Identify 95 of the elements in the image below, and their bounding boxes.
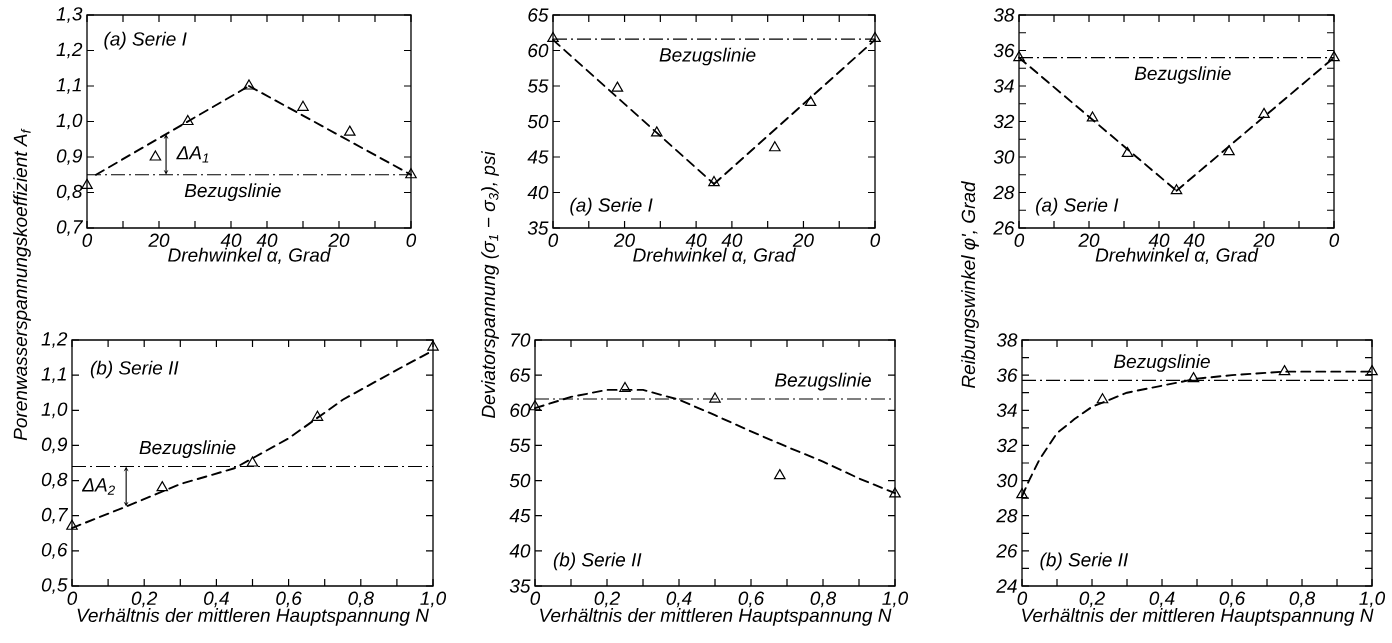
x-tick-label: 0 (1017, 591, 1028, 605)
y-tick-label: 1,1 (56, 78, 81, 94)
x-tick-label: 1,0 (1359, 591, 1386, 608)
x-tick-label: 0 (530, 591, 541, 605)
y-tick-label: 0,5 (41, 578, 68, 594)
y-tick-label: 36 (996, 368, 1018, 382)
y-tick-label: 45 (509, 509, 531, 523)
x-tick-label: 20 (148, 233, 170, 247)
y-tick-label: 35 (509, 579, 531, 593)
x-tick-label: 0,2 (1079, 591, 1105, 608)
text: (b) Serie II (1040, 552, 1128, 571)
y-tick-label: 0,6 (41, 543, 68, 559)
ref-line-label: Bezugslinie (139, 440, 236, 458)
x-axis-title: Drehwinkel α, Grad (633, 247, 796, 265)
y-tick-label: 26 (993, 221, 1015, 235)
y-tick-label: 38 (996, 333, 1018, 347)
y-tick-label: 60 (510, 403, 531, 418)
x-tick-label: 0,2 (594, 591, 620, 608)
legend-label: Bezugslinie (1114, 354, 1210, 372)
x-tick-label: 0,8 (810, 591, 837, 608)
x-tick-label: 20 (1078, 233, 1100, 247)
x-tick-label: 0 (67, 591, 78, 605)
legend-label: Bezugslinie (184, 183, 281, 201)
annotation: ΔA$_{1}$ (176, 146, 209, 163)
y-tick-label: 55 (509, 438, 531, 453)
y-tick-label: 1,1 (41, 367, 66, 383)
x-tick-label: 0,2 (131, 591, 158, 608)
y-tick-label: 1,0 (56, 113, 83, 130)
y-tick-label: 34 (993, 79, 1014, 93)
y-tick-label: 50 (527, 114, 549, 129)
x-tick-label: 0,6 (276, 591, 302, 608)
y-tick-label: 65 (528, 8, 549, 22)
y-tick-label: 45 (527, 150, 549, 164)
y-tick-label: 1,2 (41, 332, 68, 348)
y-tick-label: 0,7 (41, 507, 69, 524)
y-tick-label: 0,8 (56, 184, 83, 201)
y-tick-label: 55 (527, 79, 549, 93)
annotation: ΔA$_{2}$ (81, 478, 115, 495)
x-tick-label: 40 (220, 233, 242, 247)
x-axis-title: Verhältnis der mittleren Hauptspannung N (77, 608, 429, 626)
y-tick-label: 1,2 (56, 42, 83, 59)
text: (a) Serie I (104, 31, 187, 50)
y-tick-label: 1,0 (41, 402, 68, 419)
y-tick-label: 30 (996, 473, 1018, 488)
x-axis-title: Drehwinkel α, Grad (1095, 247, 1259, 265)
x-tick-label: 0,4 (204, 591, 229, 608)
y-tick-label: 26 (996, 544, 1018, 558)
y-tick-label: 0,9 (56, 149, 83, 165)
text: (a) Serie I (570, 197, 653, 216)
y-axis-title: Deviatorspannung (σ$_{1}$ − σ$_{3}$), psi (481, 150, 499, 419)
y-tick-label: 65 (510, 368, 531, 382)
x-tick-label: 0 (548, 233, 559, 247)
text: (a) Serie I (1036, 197, 1119, 216)
y-tick-label: 34 (996, 403, 1017, 418)
ref-line-label: Bezugslinie (659, 47, 756, 66)
y-tick-label: 40 (509, 544, 531, 558)
y-tick-label: 40 (527, 185, 549, 200)
x-tick-label: 20 (613, 233, 635, 247)
y-tick-label: 60 (528, 43, 549, 58)
y-tick-label: 1,3 (56, 7, 83, 23)
y-axis-title: Reibungswinkel φ', Grad (961, 180, 979, 388)
x-axis-title: Verhältnis der mittleren Hauptspannung N (1022, 608, 1374, 626)
y-tick-label: 24 (996, 579, 1017, 593)
x-tick-label: 0,6 (1219, 591, 1246, 608)
legend-label: Bezugslinie (775, 372, 871, 391)
y-tick-label: 28 (993, 185, 1015, 200)
y-tick-label: 0,9 (41, 437, 68, 454)
x-axis-title: Verhältnis der mittleren Hauptspannung N (540, 608, 892, 626)
ref-line-label: Bezugslinie (1134, 66, 1231, 84)
y-tick-label: 0,7 (56, 220, 84, 236)
y-tick-label: 38 (993, 8, 1015, 22)
y-tick-label: 32 (996, 438, 1018, 453)
y-tick-label: 0,8 (41, 472, 68, 489)
y-tick-label: 32 (993, 114, 1015, 129)
x-tick-label: 0,8 (1289, 591, 1316, 608)
y-tick-label: 50 (509, 473, 531, 488)
x-tick-label: 0,8 (348, 591, 374, 608)
x-axis-title: Drehwinkel α, Grad (168, 247, 331, 265)
y-tick-label: 28 (996, 508, 1018, 523)
x-tick-label: 40 (685, 233, 707, 247)
text: (b) Serie II (553, 552, 642, 571)
x-tick-label: 1,0 (882, 591, 909, 608)
x-tick-label: 0 (82, 233, 93, 247)
y-tick-label: 35 (527, 221, 549, 235)
x-tick-label: 0 (1014, 233, 1025, 247)
y-tick-label: 30 (993, 150, 1015, 164)
text: (b) Serie II (90, 360, 179, 379)
x-tick-label: 40 (1148, 233, 1170, 247)
x-tick-label: 0,4 (666, 591, 692, 608)
y-tick-label: 36 (993, 43, 1015, 58)
y-tick-label: 70 (511, 333, 531, 347)
x-tick-label: 0,6 (738, 591, 765, 608)
x-tick-label: 0,4 (1149, 591, 1175, 608)
x-tick-label: 1,0 (420, 591, 447, 608)
y-axis-title: Porenwasserspannungskoeffizient A$_{f}$ (13, 128, 31, 441)
